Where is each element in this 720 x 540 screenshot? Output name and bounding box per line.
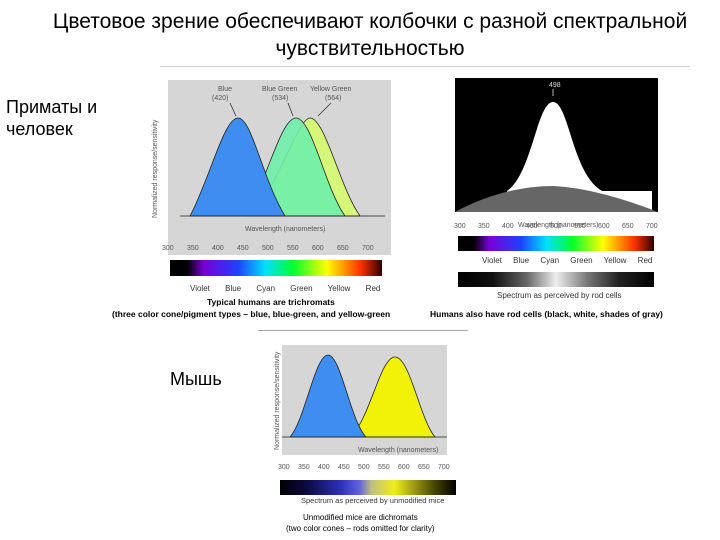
tick: 450 (237, 245, 249, 252)
rod-x-axis-label: Wavelength (nanometers) (518, 222, 598, 229)
curve-mouse-blue (289, 354, 367, 438)
rod-gray-spectrum-bar (458, 272, 654, 287)
peak-label-rod: 498 (549, 82, 561, 89)
tick: 550 (574, 223, 586, 230)
tick: 650 (337, 245, 349, 252)
tick: 650 (622, 223, 634, 230)
rod-spectrum-caption: Spectrum as perceived by rod cells (497, 291, 622, 300)
tick: 350 (187, 245, 199, 252)
color-name: Blue (225, 284, 242, 293)
peak-value-yellowgreen: (564) (325, 95, 341, 102)
tick: 400 (318, 464, 330, 471)
peak-label-yellowgreen: Yellow Green (310, 86, 351, 93)
pointer-blue (229, 102, 237, 117)
tick: 450 (338, 464, 350, 471)
curve-rod (507, 102, 652, 212)
dichromat-caption: Unmodified mice are dichromats (303, 513, 418, 522)
tick: 500 (262, 245, 274, 252)
spectrum-color-names: Violet Blue Cyan Green Yellow Red (190, 284, 380, 293)
color-name: Green (570, 256, 593, 265)
color-name: Yellow (603, 256, 627, 265)
tick: 700 (438, 464, 450, 471)
rod-x-ticks: 300 350 400 450 500 550 600 650 700 (454, 223, 658, 230)
color-name: Cyan (540, 256, 560, 265)
rod-caption: Humans also have rod cells (black, white… (430, 309, 663, 319)
tick: 500 (550, 223, 562, 230)
color-name: Cyan (256, 284, 276, 293)
peak-value-bluegreen: (534) (272, 95, 288, 102)
pointer-yellowgreen (317, 102, 332, 117)
rod-cells-plot: 498 Wavelength (nanometers) (455, 78, 658, 229)
mouse-spectrum-caption: Spectrum as perceived by unmodified mice (301, 496, 445, 505)
color-name: Blue (513, 256, 530, 265)
y-axis-label: Normalized response/sensitivity (274, 351, 281, 450)
tick: 300 (162, 245, 174, 252)
y-axis-label: Normalized response/sensitivity (152, 119, 159, 218)
tick: 600 (598, 223, 610, 230)
color-name: Red (637, 256, 653, 265)
human-cones-plot: Normalized response/sensitivity Blue (42… (152, 86, 385, 252)
label-mouse: Мышь (170, 369, 222, 389)
dichromat-caption-detail: (two color cones – rods omitted for clar… (286, 524, 435, 533)
trichromat-caption-detail: (three color cone/pigment types – blue, … (112, 309, 391, 319)
peak-label-blue: Blue (218, 86, 232, 93)
color-name: Violet (190, 284, 210, 293)
tick: 650 (418, 464, 430, 471)
curve-blue (189, 117, 286, 217)
color-name: Yellow (327, 284, 351, 293)
tick: 300 (278, 464, 290, 471)
tick: 600 (312, 245, 324, 252)
pointer-bluegreen (287, 102, 294, 117)
color-name: Green (290, 284, 313, 293)
x-axis-label: Wavelength (nanometers) (245, 226, 325, 233)
tick: 550 (287, 245, 299, 252)
slide-title: Цветовое зрение обеспечивают колбочки с … (52, 10, 688, 60)
rod-visible-spectrum-bar (458, 236, 654, 251)
visible-spectrum-bar (170, 260, 382, 276)
rod-gray-fill (455, 186, 658, 212)
tick: 700 (362, 245, 374, 252)
curve-yellow (348, 356, 436, 438)
mouse-cones-plot: Normalized response/sensitivity Waveleng… (274, 345, 450, 471)
tick: 400 (212, 245, 224, 252)
tick: 700 (646, 223, 658, 230)
color-name: Violet (482, 256, 502, 265)
tick: 400 (502, 223, 514, 230)
tick: 600 (398, 464, 410, 471)
tick: 350 (298, 464, 310, 471)
title-divider (160, 66, 690, 67)
tick: 500 (358, 464, 370, 471)
peak-value-blue: (420) (212, 95, 228, 102)
tick: 550 (378, 464, 390, 471)
label-primates: Приматы и человек (6, 97, 98, 139)
mouse-spectrum-bar (280, 480, 456, 495)
tick: 450 (526, 223, 538, 230)
rod-spectrum-color-names: Violet Blue Cyan Green Yellow Red (482, 256, 652, 265)
tick: 350 (478, 223, 490, 230)
x-ticks: 300 350 400 450 500 550 600 650 700 (162, 245, 374, 252)
mouse-x-axis-label: Wavelength (nanometers) (358, 447, 438, 454)
x-ticks: 300 350 400 450 500 550 600 650 700 (278, 464, 450, 471)
tick: 300 (454, 223, 466, 230)
trichromat-caption: Typical humans are trichromats (207, 297, 335, 307)
peak-label-bluegreen: Blue Green (262, 86, 298, 93)
color-name: Red (365, 284, 381, 293)
section-divider (258, 330, 468, 331)
